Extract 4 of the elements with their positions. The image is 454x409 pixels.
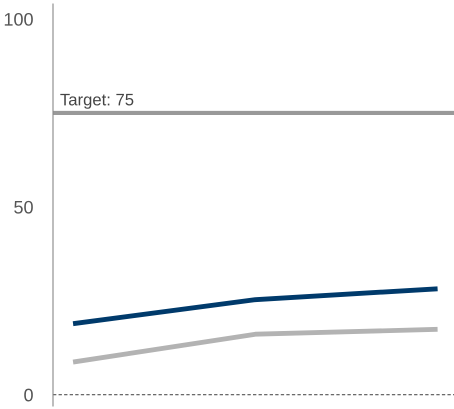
ref-line-label: Target: 75 — [60, 94, 134, 109]
y-tick-label: 100 — [4, 12, 33, 26]
y-tick-label: 50 — [14, 200, 33, 214]
y-tick-label: 0 — [24, 388, 33, 402]
